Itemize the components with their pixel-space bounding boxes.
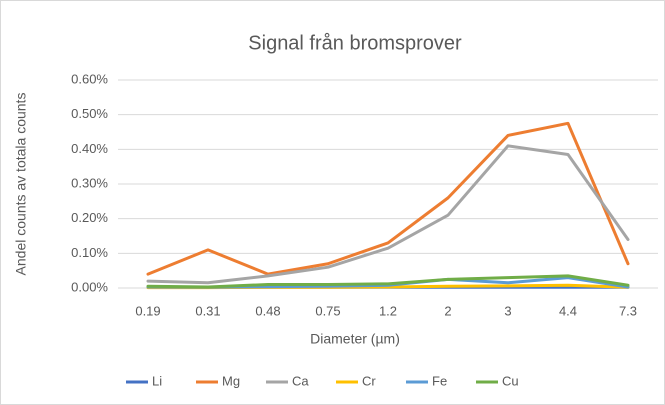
legend-label: Li	[152, 373, 162, 388]
x-tick-label: 7.3	[619, 303, 637, 318]
series-line	[146, 274, 630, 289]
x-axis-title: Diameter (µm)	[310, 331, 400, 347]
legend-label: Cu	[502, 373, 519, 388]
x-tick-label: 4.4	[559, 303, 577, 318]
y-tick-label: 0.20%	[71, 210, 108, 225]
series-line	[146, 144, 630, 285]
legend-label: Cr	[362, 373, 376, 388]
x-tick-label: 2	[444, 303, 451, 318]
y-tick-label: 0.30%	[71, 175, 108, 190]
y-tick-label: 0.40%	[71, 141, 108, 156]
series-line	[146, 121, 630, 276]
x-tick-label: 1.2	[379, 303, 397, 318]
y-tick-label: 0.10%	[71, 245, 108, 260]
y-tick-label: 0.60%	[71, 71, 108, 86]
x-tick-label: 0.48	[255, 303, 280, 318]
x-tick-label: 3	[504, 303, 511, 318]
legend-label: Mg	[222, 373, 240, 388]
y-tick-label: 0.00%	[71, 279, 108, 294]
x-tick-label: 0.31	[195, 303, 220, 318]
y-axis-title: Andel counts av totala counts	[13, 93, 29, 276]
x-tick-label: 0.19	[135, 303, 160, 318]
legend-label: Ca	[292, 373, 309, 388]
legend-label: Fe	[432, 373, 447, 388]
chart-title: Signal från bromsprover	[248, 32, 462, 54]
y-tick-label: 0.50%	[71, 106, 108, 121]
x-tick-label: 0.75	[315, 303, 340, 318]
